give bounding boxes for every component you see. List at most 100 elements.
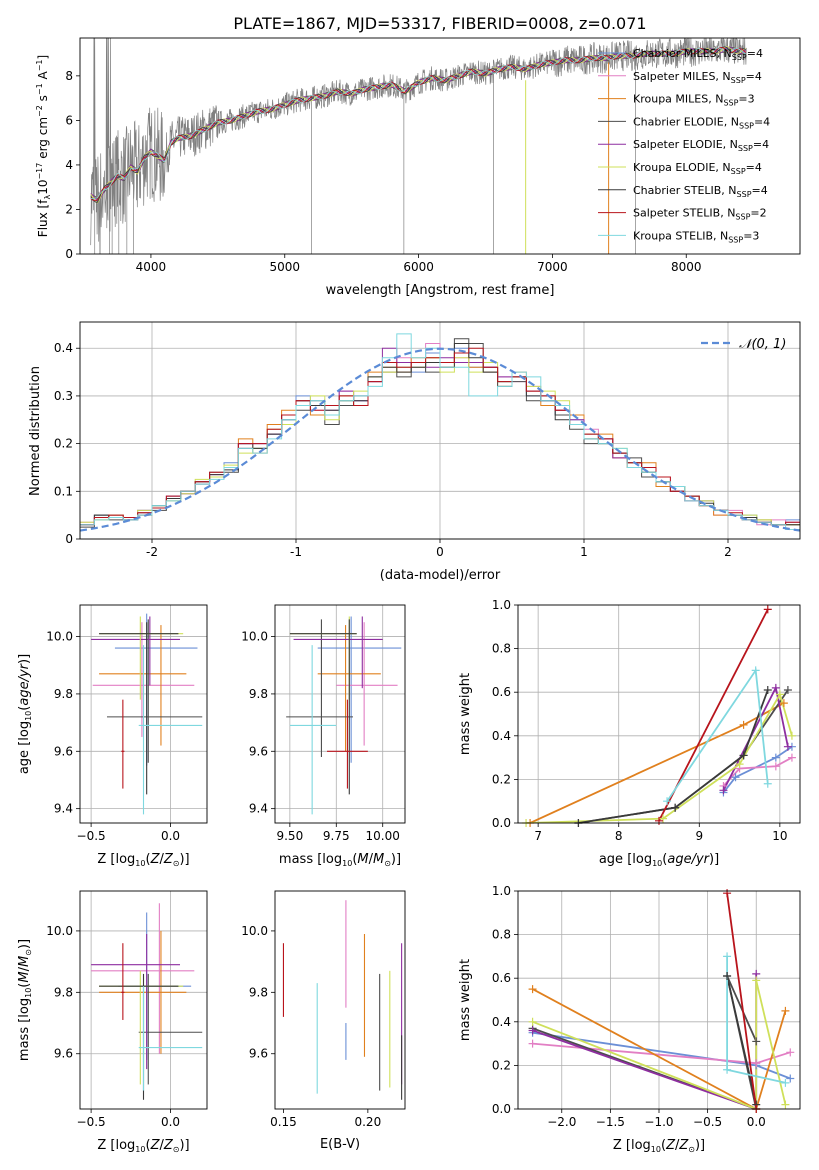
x-tick-label: 0 <box>436 545 444 559</box>
weight-line <box>532 988 787 1109</box>
legend-entry: Kroupa MILES, NSSP=3 <box>633 93 755 108</box>
label-part: age [log <box>599 852 652 867</box>
label-part: ( <box>662 852 667 867</box>
mass-age-x-label: mass [log10(M/M⊙)] <box>279 852 401 868</box>
y-tick-label: 0.4 <box>492 729 511 743</box>
label-part: =4 <box>746 161 762 174</box>
weight-marker <box>783 686 792 695</box>
label-part: 10 <box>24 711 33 721</box>
legend-entry: Kroupa STELIB, NSSP=3 <box>633 229 759 244</box>
normal-curve-line <box>80 347 800 532</box>
label-part: SSP <box>739 121 754 130</box>
label-part: age/yr <box>17 662 32 705</box>
z-mass-x-label: Z [log10(Z/Z⊙)] <box>97 1138 189 1154</box>
x-tick-label: 0.15 <box>270 1115 297 1129</box>
label-part: )] <box>179 852 189 867</box>
z-age-x-label: Z [log10(Z/Z⊙)] <box>97 852 189 868</box>
weight-marker <box>775 690 784 699</box>
label-part: SSP <box>732 53 747 62</box>
label-part: =4 <box>747 47 763 60</box>
spectrum-x-label: wavelength [Angstrom, rest frame] <box>326 283 555 298</box>
weight-marker <box>763 605 772 614</box>
y-tick-label: 0.0 <box>492 1102 511 1116</box>
spectrum-axes: 4000 5000 6000 7000 8000 0 2 4 6 8 <box>65 69 701 274</box>
x-tick-label: 0.0 <box>747 1115 766 1129</box>
label-part: =2 <box>750 207 766 220</box>
label-part: Salpeter STELIB, N <box>633 207 735 220</box>
x-tick-label: −1.5 <box>596 1115 625 1129</box>
y-tick-label: 0.4 <box>492 1015 511 1029</box>
label-part: )] <box>17 654 32 664</box>
label-part: / <box>675 1138 680 1153</box>
label-part: =4 <box>746 70 762 83</box>
label-part: =4 <box>754 115 770 128</box>
label-part: )] <box>179 1138 189 1153</box>
weight-marker <box>787 753 796 762</box>
label-part: M <box>17 971 32 982</box>
weight-marker <box>751 666 760 675</box>
label-part: ⊙ <box>384 859 391 868</box>
figure-title: PLATE=1867, MJD=53317, FIBERID=0008, z=0… <box>233 14 646 33</box>
legend-entry: Chabrier STELIB, NSSP=4 <box>633 184 768 199</box>
y-tick-label: 10.0 <box>241 924 268 938</box>
z-mass-plot <box>91 903 203 1100</box>
label-part: )] <box>709 852 719 867</box>
label-part: Z <box>678 1138 689 1153</box>
x-tick-label: 10.00 <box>366 829 400 843</box>
y-tick-label: 1.0 <box>492 884 511 898</box>
label-part: age/yr <box>667 852 710 867</box>
z-age-plot <box>91 613 203 815</box>
residuals-x-label: (data-model)/error <box>380 568 501 583</box>
residuals-y-label: Normed distribution <box>28 366 43 496</box>
y-tick-label: 9.6 <box>54 744 73 758</box>
weight-marker <box>528 1026 537 1035</box>
label-part: SSP <box>738 144 753 153</box>
weight-marker <box>723 952 732 961</box>
label-part: SSP <box>731 167 746 176</box>
label-part: −2 <box>35 105 44 117</box>
label-part: )] <box>695 1138 705 1153</box>
weight-marker <box>771 683 780 692</box>
label-part: 10 <box>36 180 50 195</box>
x-tick-label: −1.0 <box>644 1115 673 1129</box>
y-tick-label: 10.0 <box>241 630 268 644</box>
weight-marker <box>723 972 732 981</box>
mass-age-plot <box>286 616 402 815</box>
label-part: 10 <box>135 859 145 868</box>
z-weight-frame <box>517 890 801 1110</box>
y-tick-label: 0.6 <box>492 685 511 699</box>
label-part: mass [log <box>279 852 342 867</box>
label-part: Z <box>150 852 161 867</box>
label-part: −1 <box>35 59 44 71</box>
x-tick-label: 10 <box>772 829 787 843</box>
weight-marker <box>781 1006 790 1015</box>
x-tick-label: -2 <box>146 545 158 559</box>
label-part: Z [log <box>97 1138 135 1153</box>
z-weight-y-label: mass weight <box>458 959 473 1041</box>
label-part: M <box>357 852 368 867</box>
weight-marker <box>752 1059 761 1068</box>
model-line-salpeter-stelib <box>90 47 747 201</box>
label-part: Salpeter ELODIE, N <box>633 138 738 151</box>
label-part: Salpeter MILES, N <box>633 70 731 83</box>
weight-line <box>529 702 785 823</box>
label-part: / <box>159 852 164 867</box>
spectrum-plot <box>90 38 747 254</box>
weight-marker <box>787 731 796 740</box>
weight-line <box>532 1042 791 1065</box>
label-part: ( <box>352 852 357 867</box>
z-weight-axes: −2.0 −1.5 −1.0 −0.5 0.0 0.0 0.2 0.4 0.6 0.8 1.0 <box>492 884 800 1129</box>
z-age-y-label: age [log10(age/yr)] <box>17 654 33 774</box>
y-tick-label: 9.8 <box>54 985 73 999</box>
label-part: =4 <box>753 138 769 151</box>
y-tick-label: 1.0 <box>492 598 511 612</box>
label-part: A <box>36 70 50 83</box>
label-part: SSP <box>728 235 743 244</box>
legend-entry: Salpeter STELIB, NSSP=2 <box>633 207 767 222</box>
y-tick-label: 2 <box>65 202 73 216</box>
x-tick-label: 0.0 <box>161 829 180 843</box>
y-tick-label: 0.8 <box>492 928 511 942</box>
y-tick-label: 9.6 <box>54 1047 73 1061</box>
spectrum-frame <box>79 37 801 255</box>
weight-marker <box>528 985 537 994</box>
